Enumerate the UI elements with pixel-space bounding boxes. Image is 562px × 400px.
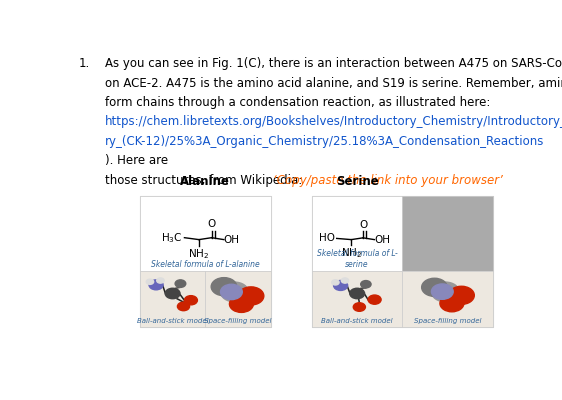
- Circle shape: [422, 278, 447, 296]
- Text: ‘Copy/paste the link into your browser’: ‘Copy/paste the link into your browser’: [273, 174, 502, 187]
- Circle shape: [238, 287, 264, 305]
- Text: Alanine: Alanine: [180, 175, 230, 188]
- Text: on ACE-2. A475 is the amino acid alanine, and S19 is serine. Remember, amino aci: on ACE-2. A475 is the amino acid alanine…: [105, 77, 562, 90]
- Circle shape: [229, 296, 253, 312]
- Circle shape: [211, 278, 237, 296]
- Circle shape: [361, 280, 371, 288]
- Circle shape: [149, 280, 163, 290]
- Text: 1.: 1.: [79, 57, 90, 70]
- Text: Skeletal formula of L-
serine: Skeletal formula of L- serine: [317, 250, 397, 269]
- Circle shape: [368, 295, 381, 304]
- Circle shape: [220, 282, 248, 302]
- Circle shape: [332, 280, 339, 285]
- Text: ). Here are: ). Here are: [105, 154, 168, 167]
- Text: NH$_2$: NH$_2$: [188, 247, 210, 261]
- Text: Serine: Serine: [336, 175, 379, 188]
- Bar: [402, 196, 493, 271]
- Bar: [205, 271, 270, 327]
- Text: ry_(CK-12)/25%3A_Organic_Chemistry/25.18%3A_Condensation_Reactions: ry_(CK-12)/25%3A_Organic_Chemistry/25.18…: [105, 135, 545, 148]
- Text: Space-filling model: Space-filling model: [204, 318, 271, 324]
- Text: As you can see in Fig. 1(C), there is an interaction between A475 on SARS-CoV-2 : As you can see in Fig. 1(C), there is an…: [105, 57, 562, 70]
- Circle shape: [178, 302, 189, 311]
- Text: Skeletal formula of L-alanine: Skeletal formula of L-alanine: [151, 260, 260, 269]
- Bar: [312, 271, 402, 327]
- Bar: [312, 196, 402, 271]
- Text: OH: OH: [224, 235, 240, 245]
- Circle shape: [448, 286, 474, 304]
- Bar: [140, 196, 270, 327]
- Circle shape: [353, 303, 365, 311]
- Circle shape: [350, 288, 365, 299]
- Circle shape: [440, 295, 464, 312]
- Circle shape: [432, 282, 459, 302]
- Text: H$_3$C: H$_3$C: [161, 231, 183, 244]
- Circle shape: [220, 284, 242, 300]
- Circle shape: [334, 280, 348, 290]
- Circle shape: [157, 278, 164, 283]
- Text: Ball-and-stick model: Ball-and-stick model: [137, 318, 209, 324]
- Text: HO: HO: [319, 234, 335, 244]
- Circle shape: [432, 284, 453, 299]
- Bar: [140, 271, 205, 327]
- Text: https://chem.libretexts.org/Bookshelves/Introductory_Chemistry/Introductory_Chem: https://chem.libretexts.org/Bookshelves/…: [105, 116, 562, 128]
- Text: form chains through a condensation reaction, as illustrated here:: form chains through a condensation react…: [105, 96, 491, 109]
- Circle shape: [175, 280, 186, 287]
- Text: O: O: [207, 219, 216, 229]
- Text: OH: OH: [374, 235, 391, 245]
- Circle shape: [341, 278, 348, 283]
- Bar: [140, 196, 270, 271]
- Text: those structures, from Wikipedia:: those structures, from Wikipedia:: [105, 174, 302, 187]
- Text: Ball-and-stick model: Ball-and-stick model: [321, 318, 393, 324]
- Circle shape: [146, 279, 153, 284]
- Circle shape: [184, 296, 197, 305]
- Bar: [312, 196, 493, 327]
- Text: O: O: [359, 220, 367, 230]
- Text: NH$_2$: NH$_2$: [341, 246, 362, 260]
- Text: Space-filling model: Space-filling model: [414, 318, 481, 324]
- Circle shape: [165, 288, 180, 299]
- Bar: [402, 271, 493, 327]
